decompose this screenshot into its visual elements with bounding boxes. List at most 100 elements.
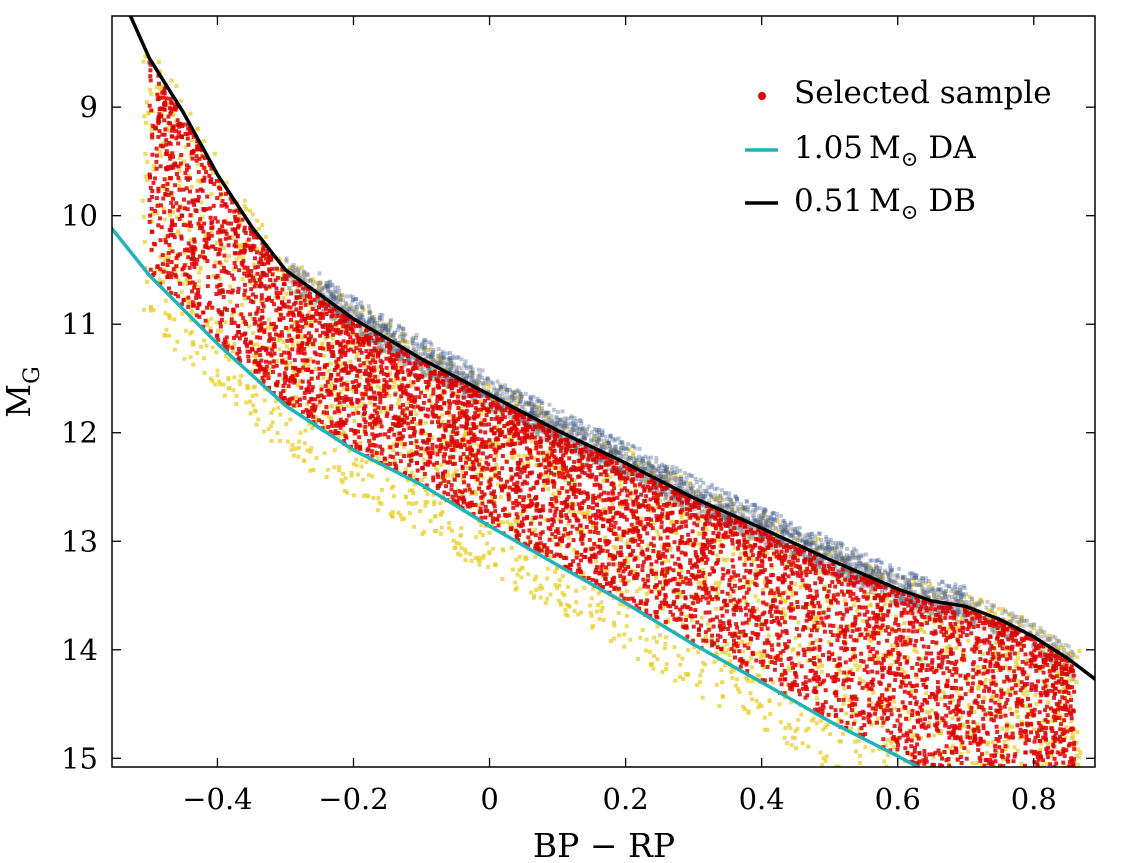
scatter-point xyxy=(837,739,842,744)
scatter-point xyxy=(344,307,349,312)
scatter-point xyxy=(289,275,294,280)
scatter-point xyxy=(255,342,260,347)
scatter-point xyxy=(661,607,665,612)
scatter-point xyxy=(330,295,335,300)
scatter-point xyxy=(711,508,716,513)
scatter-point xyxy=(158,254,163,259)
scatter-point xyxy=(239,373,244,378)
scatter-point xyxy=(375,321,380,326)
scatter-point xyxy=(617,468,622,473)
scatter-point xyxy=(725,517,729,522)
scatter-point xyxy=(331,294,336,298)
scatter-point xyxy=(472,489,477,494)
scatter-point xyxy=(448,363,453,368)
scatter-point xyxy=(876,656,881,661)
scatter-point xyxy=(458,533,463,538)
scatter-point xyxy=(909,594,914,599)
scatter-point xyxy=(1047,637,1052,642)
scatter-point xyxy=(881,577,886,582)
scatter-point xyxy=(843,694,848,699)
scatter-point xyxy=(612,623,617,628)
scatter-point xyxy=(771,546,776,551)
scatter-point xyxy=(409,470,414,475)
scatter-point xyxy=(354,463,359,468)
scatter-point xyxy=(491,408,496,413)
scatter-point xyxy=(401,330,406,335)
scatter-point xyxy=(814,546,818,551)
scatter-point xyxy=(391,333,396,338)
scatter-point xyxy=(823,725,828,730)
scatter-point xyxy=(1014,660,1019,664)
scatter-point xyxy=(700,695,705,700)
scatter-point xyxy=(878,560,883,565)
scatter-point xyxy=(814,561,819,566)
scatter-point xyxy=(276,406,281,410)
scatter-point xyxy=(428,354,433,359)
scatter-point xyxy=(667,504,672,509)
scatter-point xyxy=(498,385,503,390)
scatter-point xyxy=(747,525,752,530)
scatter-point xyxy=(658,474,663,479)
scatter-point xyxy=(574,600,579,605)
scatter-point xyxy=(1057,794,1061,798)
scatter-point xyxy=(656,532,661,537)
scatter-point xyxy=(1004,635,1009,640)
scatter-point xyxy=(217,194,222,199)
scatter-point xyxy=(1015,748,1020,753)
scatter-point xyxy=(524,419,529,424)
scatter-point xyxy=(625,455,630,460)
scatter-point xyxy=(175,339,180,344)
scatter-point xyxy=(1014,709,1019,714)
scatter-point xyxy=(864,562,869,567)
scatter-point xyxy=(991,604,996,609)
scatter-point xyxy=(997,812,1001,816)
scatter-point xyxy=(738,527,743,532)
scatter-point xyxy=(250,212,255,217)
scatter-point xyxy=(878,576,883,581)
scatter-point xyxy=(1051,641,1056,646)
scatter-point xyxy=(435,362,440,367)
scatter-point xyxy=(874,565,879,570)
scatter-point xyxy=(883,743,888,748)
scatter-point xyxy=(540,409,545,414)
scatter-point xyxy=(928,769,932,773)
scatter-point xyxy=(760,515,765,520)
scatter-point xyxy=(355,351,359,356)
scatter-point xyxy=(809,555,814,560)
scatter-point xyxy=(348,318,353,323)
scatter-point xyxy=(850,549,855,554)
scatter-point xyxy=(887,573,892,578)
scatter-point xyxy=(269,325,274,330)
scatter-point xyxy=(325,284,330,289)
scatter-point xyxy=(770,565,775,570)
scatter-point xyxy=(343,300,348,305)
scatter-point xyxy=(609,639,613,643)
scatter-point xyxy=(492,386,497,391)
scatter-point xyxy=(445,469,450,474)
scatter-point xyxy=(849,726,854,731)
scatter-point xyxy=(402,362,407,367)
scatter-point xyxy=(816,536,821,541)
scatter-point xyxy=(306,363,311,368)
scatter-point xyxy=(438,512,443,517)
scatter-point xyxy=(926,590,931,595)
scatter-point xyxy=(885,571,890,576)
scatter-point xyxy=(625,560,630,565)
scatter-point xyxy=(627,448,632,453)
scatter-point xyxy=(639,460,644,465)
scatter-point xyxy=(612,620,617,625)
scatter-point xyxy=(143,174,148,179)
scatter-point xyxy=(740,514,745,519)
scatter-point xyxy=(446,473,450,478)
scatter-point xyxy=(714,641,719,646)
scatter-point xyxy=(437,361,441,366)
scatter-point xyxy=(395,401,400,406)
scatter-point xyxy=(457,381,462,386)
scatter-point xyxy=(603,445,608,450)
scatter-point xyxy=(423,449,428,454)
scatter-point xyxy=(500,405,505,410)
scatter-point xyxy=(808,535,813,540)
scatter-point xyxy=(947,797,951,801)
scatter-point xyxy=(826,550,831,555)
scatter-point xyxy=(855,608,860,613)
